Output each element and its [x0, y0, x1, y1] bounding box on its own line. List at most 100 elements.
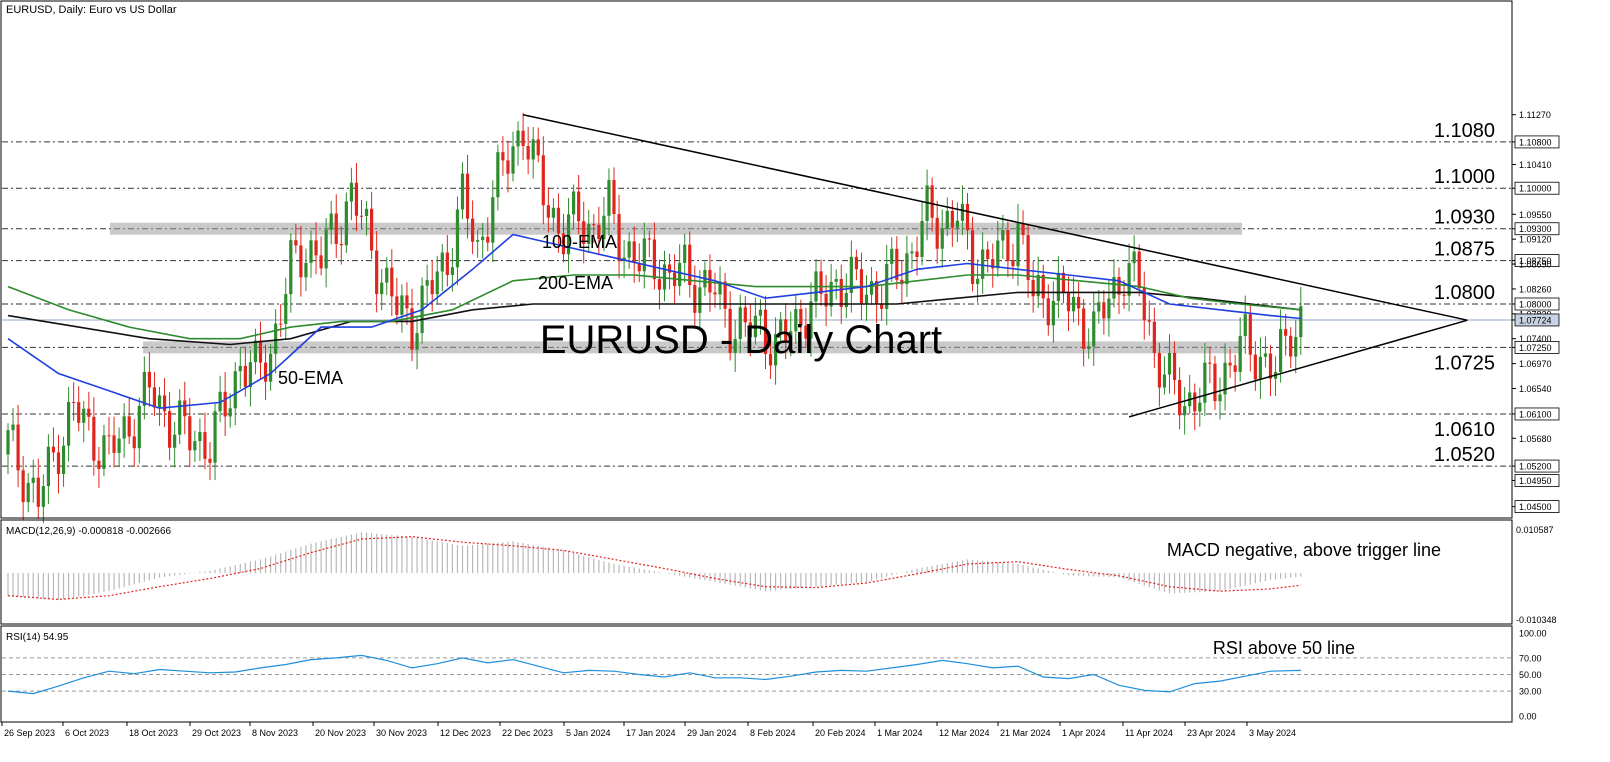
candle-body: [228, 408, 232, 417]
date-tick-label: 3 May 2024: [1249, 728, 1296, 738]
candle-body: [1279, 329, 1283, 372]
candle-body: [1213, 363, 1217, 402]
candle-body: [1016, 223, 1020, 267]
candle-body: [1198, 402, 1202, 412]
candle-body: [1092, 311, 1096, 347]
candle-body: [157, 395, 162, 408]
candle-body: [127, 416, 131, 437]
candle-body: [708, 269, 712, 293]
price-tick-box: [1514, 500, 1560, 513]
candle-body: [592, 224, 596, 226]
candle-body: [354, 182, 359, 216]
candle-body: [1112, 276, 1116, 299]
candle-body: [430, 280, 434, 295]
candle-body: [960, 203, 965, 221]
candle-body: [168, 411, 172, 448]
candle-body: [1268, 353, 1273, 379]
candle-body: [1137, 251, 1141, 289]
date-tick-label: 18 Oct 2023: [129, 728, 178, 738]
candle-body: [410, 308, 414, 350]
candle-body: [233, 371, 237, 409]
ema-lines: [7, 233, 1301, 410]
price-tick-label: 1.05200: [1519, 462, 1552, 472]
candle-body: [970, 230, 975, 284]
candle-body: [46, 446, 50, 487]
candle-body: [678, 262, 682, 287]
candle-body: [531, 139, 535, 160]
candle-body: [496, 152, 500, 198]
candle-body: [61, 445, 66, 474]
price-tick-box: [1514, 459, 1560, 473]
candle-body: [1228, 362, 1232, 366]
candle-body: [577, 191, 581, 222]
candle-body: [1077, 296, 1081, 309]
candle-body: [481, 236, 485, 241]
price-tick-label: 1.10410: [1519, 160, 1552, 170]
candle-body: [1248, 314, 1252, 355]
candle-body: [526, 145, 530, 160]
price-tick-label: 1.07724: [1519, 315, 1552, 325]
candle-body: [784, 319, 788, 341]
price-tick-box: [1514, 181, 1560, 195]
candle-body: [1051, 300, 1055, 326]
candle-body: [208, 458, 212, 463]
date-tick-label: 11 Apr 2024: [1125, 728, 1173, 738]
price-axis: 1.11270 1.10800 1.10410 1.10000 1.09550 1.093…: [1512, 110, 1560, 513]
candle-body: [627, 241, 631, 258]
candle-body: [1127, 263, 1131, 296]
candle-body: [284, 294, 288, 324]
date-tick-label: 8 Nov 2023: [252, 728, 298, 738]
price-tick-label: 1.07400: [1519, 334, 1552, 344]
date-tick-label: 30 Nov 2023: [376, 728, 427, 738]
macd-frame: [0, 519, 1513, 625]
level-label: 1.1000: [1434, 166, 1495, 188]
candle-body: [657, 279, 662, 290]
candle-body: [1243, 314, 1247, 336]
candle-body: [844, 292, 848, 308]
candle-body: [597, 224, 601, 240]
candle-body: [890, 248, 894, 264]
candle-body: [809, 301, 813, 339]
candle-body: [733, 339, 737, 353]
candle-body: [248, 362, 252, 387]
candle-body: [223, 391, 227, 417]
candle-body: [1001, 230, 1005, 241]
price-tick-label: 1.05680: [1519, 434, 1552, 444]
candle-body: [238, 365, 242, 372]
candle-body: [617, 214, 621, 262]
candle-body: [36, 477, 40, 507]
candle-body: [1284, 329, 1288, 336]
ema100-label: 100-EMA: [542, 232, 617, 252]
level-label: 1.0520: [1434, 444, 1495, 466]
candle-body: [405, 295, 409, 309]
candle-body: [112, 435, 116, 453]
candle-body: [743, 307, 747, 323]
candle-body: [56, 452, 61, 474]
candle-body: [460, 173, 465, 210]
candle-body: [1152, 321, 1156, 353]
price-tick-label: 1.10800: [1519, 137, 1552, 147]
rsi-tick-label: 50.00: [1519, 670, 1542, 680]
candle-body: [804, 325, 808, 339]
candle-body: [395, 296, 399, 315]
candle-body: [455, 209, 460, 268]
price-tick-box: [1514, 222, 1560, 236]
candle-body: [370, 208, 374, 251]
candle-body: [132, 436, 136, 449]
candle-body: [1208, 362, 1212, 364]
rsi-line: [7, 654, 1301, 695]
candle-body: [137, 405, 141, 449]
candle-body: [486, 236, 490, 243]
candle-body: [173, 434, 177, 448]
price-tick-label: 1.04500: [1519, 502, 1552, 512]
price-tick-label: 1.07250: [1519, 343, 1552, 353]
rsi-panel: 100.00 70.00 50.00 30.00 0.00: [2, 629, 1547, 722]
candle-body: [253, 340, 258, 363]
candle-body: [1294, 337, 1298, 357]
candle-body: [723, 281, 727, 309]
candle-body: [258, 340, 263, 363]
candle-body: [41, 486, 45, 507]
candle-body: [834, 278, 838, 282]
ema50-label: 50-EMA: [278, 368, 343, 388]
macd-max-label: 0.010587: [1516, 525, 1554, 535]
